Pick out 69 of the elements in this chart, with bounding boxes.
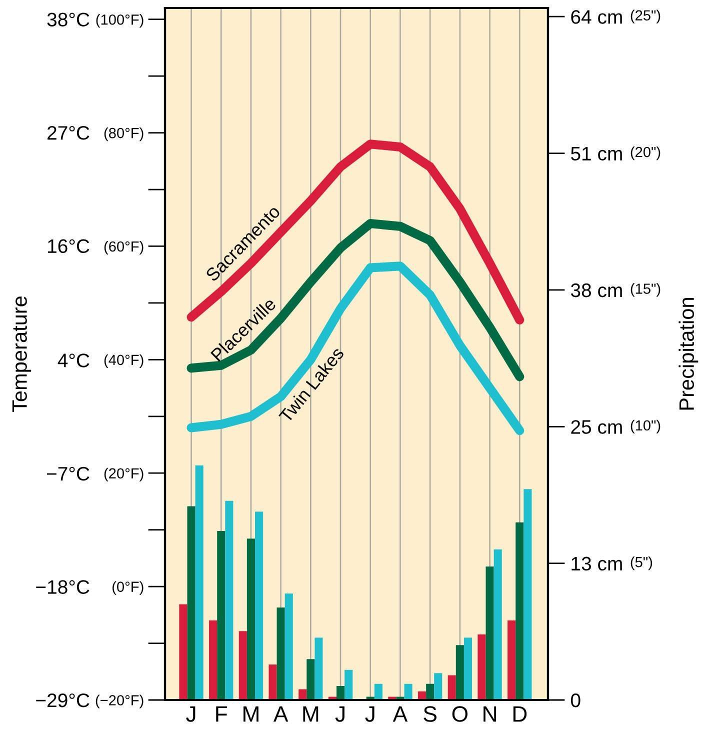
bar xyxy=(268,664,277,700)
y-axis-title: Temperature xyxy=(12,296,32,412)
bar xyxy=(486,566,494,700)
bar xyxy=(284,593,293,700)
x-tick-label: N xyxy=(484,706,496,722)
y-tick-label: (40°F) xyxy=(104,354,144,368)
y2-tick-label: 38 cm xyxy=(570,283,622,298)
y-tick-label: (100°F) xyxy=(96,14,144,28)
text: (15") xyxy=(630,283,660,297)
text: (20") xyxy=(630,146,660,160)
bar xyxy=(225,500,234,700)
bar xyxy=(524,489,532,700)
x-tick-label: A xyxy=(392,706,408,722)
bar xyxy=(238,631,247,700)
bar xyxy=(187,506,196,700)
x-tick-label: M xyxy=(303,706,318,722)
bar xyxy=(508,620,516,700)
bar xyxy=(195,465,204,700)
x-tick-label: M xyxy=(244,706,258,722)
text: (25") xyxy=(630,10,660,24)
x-tick-label: F xyxy=(216,706,228,722)
bar xyxy=(404,684,412,700)
bar xyxy=(344,670,353,700)
bar xyxy=(298,689,307,700)
bar xyxy=(276,607,285,700)
bar xyxy=(434,673,442,700)
y3-tick-label: −18°C xyxy=(36,580,90,594)
bar xyxy=(426,684,434,700)
y-tick-label: (60°F) xyxy=(104,240,144,255)
y3-tick-label: −29°C xyxy=(36,693,90,708)
text: (10") xyxy=(630,420,660,434)
x-tick-label: J xyxy=(335,706,344,722)
y3-tick-label: 38°C xyxy=(47,12,90,26)
bar xyxy=(179,604,188,700)
y-tick-label: (−20°F) xyxy=(96,694,144,708)
bar xyxy=(516,522,524,700)
x-tick-label: J xyxy=(365,706,374,722)
y2-tick-label: 13 cm xyxy=(572,556,622,571)
bar xyxy=(494,549,502,700)
y2-tick-label: 64 cm xyxy=(571,10,622,24)
x-tick-label: S xyxy=(424,706,436,722)
y3-tick-label: 27°C xyxy=(48,126,90,140)
bar xyxy=(246,538,256,700)
y-tick-label: (0°F) xyxy=(112,581,144,595)
y3-tick-label: 16°C xyxy=(48,239,90,254)
y3-tick-label: −7°C xyxy=(46,466,90,481)
bar xyxy=(255,512,264,700)
y3-tick-label: 4°C xyxy=(58,354,90,368)
y2-tick-label: 0 xyxy=(570,693,580,708)
bar xyxy=(336,686,345,700)
bar xyxy=(217,531,226,700)
bar xyxy=(209,620,218,700)
bar xyxy=(478,634,486,700)
y2-tick-label: 51 cm xyxy=(571,146,622,161)
y2-tick-label: 25 cm xyxy=(571,420,622,434)
x-tick-label: J xyxy=(186,706,196,722)
y2-axis-title: Precipitation xyxy=(678,298,698,410)
x-tick-label: O xyxy=(452,706,468,722)
text: (5") xyxy=(630,556,652,570)
x-tick-label: D xyxy=(513,706,527,722)
y-tick-label: (20°F) xyxy=(104,468,144,482)
x-tick-label: A xyxy=(273,706,288,722)
y-tick-label: (80°F) xyxy=(104,128,144,142)
bar xyxy=(464,638,472,700)
bar xyxy=(374,684,382,700)
bar xyxy=(306,659,315,700)
bar xyxy=(456,645,464,700)
bar xyxy=(314,638,323,700)
bar xyxy=(448,675,456,700)
